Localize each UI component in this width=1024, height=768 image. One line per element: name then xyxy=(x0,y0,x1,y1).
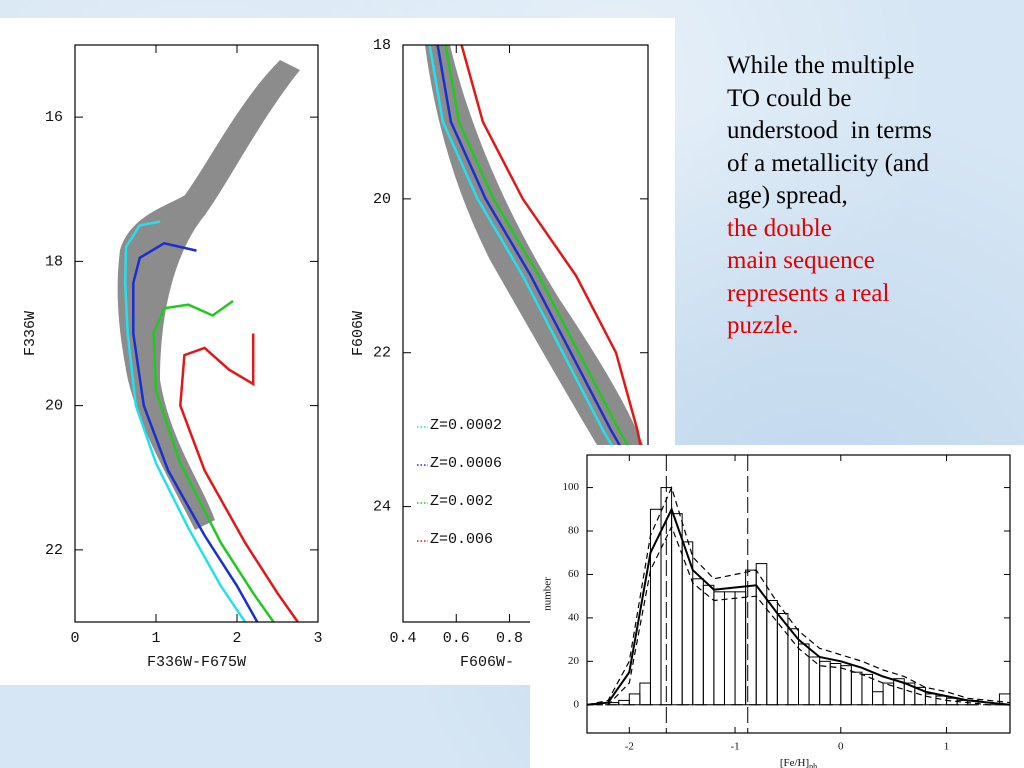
isochrone xyxy=(123,220,247,622)
x-tick-label: -2 xyxy=(625,741,634,753)
y-tick-label: 20 xyxy=(568,655,580,667)
x-axis-label: F336W-F675W xyxy=(147,654,246,671)
x-axis-label: [Fe/H]ph xyxy=(780,757,817,768)
histogram-bar xyxy=(861,673,874,706)
x-tick-label: 0 xyxy=(70,630,79,647)
legend-label: Z=0.0006 xyxy=(430,455,502,472)
y-tick-label: 60 xyxy=(568,568,580,580)
isochrone xyxy=(436,45,626,454)
x-tick-label: 1 xyxy=(944,741,950,753)
text-line: understood in terms xyxy=(727,117,932,144)
legend-label: Z=0.002 xyxy=(430,493,493,510)
y-tick-label: 18 xyxy=(373,37,391,54)
x-tick-label: 0.6 xyxy=(443,630,470,647)
legend-label: Z=0.0002 xyxy=(430,417,502,434)
plot-frame xyxy=(402,44,649,623)
plot-area xyxy=(587,455,1010,733)
y-tick-label: 22 xyxy=(45,542,63,559)
x-tick-label: -1 xyxy=(730,741,739,753)
plot-frame xyxy=(586,454,1011,734)
plot-area xyxy=(123,220,299,622)
cmd-right: 0.4 0.6 0.8 18 20 22 24 Z=0.0002 Z=0.0006 Z=0.002… xyxy=(350,37,649,671)
y-tick-label: 20 xyxy=(373,191,391,208)
text-line: represents a real xyxy=(727,279,890,307)
text-line: While the multiple xyxy=(727,52,915,79)
x-tick-label: 1 xyxy=(151,630,160,647)
y-tick-label: 0 xyxy=(574,698,580,710)
isochrone xyxy=(132,241,259,622)
isochrone xyxy=(179,333,299,622)
x-tick-label: 0 xyxy=(838,741,844,753)
density-curve xyxy=(587,485,1010,706)
plot-area xyxy=(428,45,647,469)
y-axis-label: number xyxy=(542,577,554,611)
y-axis-label: F336W xyxy=(22,311,39,356)
x-axis-label-main: [Fe/H] xyxy=(780,757,809,768)
x-axis-label-sub: ph xyxy=(809,762,817,768)
y-axis-label: F606W xyxy=(350,311,367,356)
density-curve xyxy=(587,525,1010,706)
y-tick-label: 18 xyxy=(45,253,63,270)
x-tick-label: 2 xyxy=(232,630,241,647)
isochrone xyxy=(428,45,618,454)
y-tick-label: 16 xyxy=(45,109,63,126)
x-axis-label: F606W- xyxy=(460,654,514,671)
plot-frame xyxy=(74,44,319,623)
cmd-left: 0 1 2 3 16 18 20 22 F336W-F675W F336W xyxy=(22,44,323,671)
text-line: age) spread, xyxy=(727,182,848,209)
density-curve xyxy=(587,506,1010,706)
x-tick-label: 0.4 xyxy=(389,630,416,647)
x-tick-label: 0.8 xyxy=(496,630,523,647)
text-block: While the multiple TO could be understood … xyxy=(727,50,932,343)
text-line: puzzle. xyxy=(727,312,799,339)
isochrone xyxy=(444,45,634,454)
x-tick-label: 3 xyxy=(313,630,322,647)
star-cloud xyxy=(425,45,645,450)
y-tick-label: 20 xyxy=(45,398,63,415)
y-tick-label: 100 xyxy=(563,481,580,493)
y-tick-label: 40 xyxy=(568,611,580,623)
y-tick-label: 22 xyxy=(373,345,391,362)
text-line: of a metallicity (and xyxy=(727,149,930,177)
text-line: main sequence xyxy=(727,247,875,274)
y-tick-label: 24 xyxy=(373,499,391,516)
legend-label: Z=0.006 xyxy=(430,531,493,548)
text-line: TO could be xyxy=(727,84,852,112)
isochrone xyxy=(460,45,647,469)
y-tick-label: 80 xyxy=(568,525,580,537)
isochrone xyxy=(152,299,275,622)
text-line: the double xyxy=(727,214,832,242)
